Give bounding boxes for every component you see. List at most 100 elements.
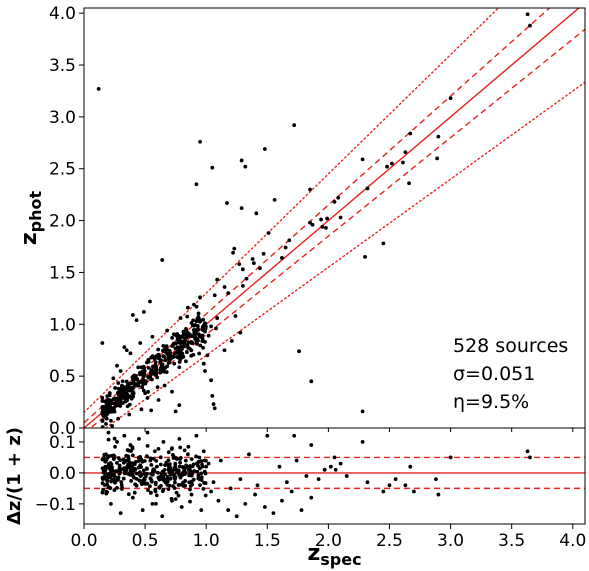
data-point	[177, 403, 182, 408]
residual-point	[168, 462, 172, 467]
annotation-source-count: 528 sources	[453, 335, 568, 357]
residual-point	[128, 467, 133, 472]
residual-point	[271, 511, 276, 516]
residual-point	[127, 462, 132, 467]
data-point	[525, 12, 530, 17]
y-label-sub: phot	[26, 191, 45, 233]
residual-point	[195, 469, 200, 474]
data-point	[170, 336, 174, 340]
residual-point	[243, 501, 248, 506]
residual-point	[202, 458, 207, 463]
residual-point	[118, 458, 123, 463]
data-point	[185, 345, 190, 350]
data-point	[173, 341, 178, 346]
residual-point	[170, 468, 175, 473]
residual-point	[247, 452, 251, 457]
residual-point	[177, 436, 182, 441]
residual-plot-frame	[83, 427, 586, 525]
data-point	[130, 393, 135, 397]
data-point	[115, 363, 119, 368]
residual-point	[106, 437, 111, 442]
residual-point	[304, 474, 309, 478]
data-point	[196, 311, 201, 316]
data-point	[183, 359, 188, 364]
residual-point	[403, 483, 408, 488]
data-point	[109, 408, 114, 413]
residual-point	[198, 483, 202, 487]
data-point	[381, 241, 386, 246]
x-tick-label: 0.0	[70, 531, 97, 551]
data-point	[193, 323, 198, 327]
residual-point	[199, 508, 204, 512]
residual-point	[121, 476, 126, 481]
residual-point	[195, 461, 200, 466]
data-point	[190, 341, 195, 345]
residual-point	[104, 477, 109, 482]
data-point	[124, 348, 129, 353]
data-point	[250, 257, 255, 261]
data-point	[173, 409, 178, 414]
residual-point	[152, 469, 157, 474]
residual-panel: −0.1 0.0 0.1 0.0 0.5 1.0 1.5 2.0 2.5 3.0 3.5 4.0 Δ…	[4, 427, 586, 569]
residual-point	[344, 474, 349, 478]
data-point	[258, 266, 262, 271]
residual-point	[178, 445, 183, 450]
residual-point	[153, 482, 158, 487]
data-point	[151, 355, 156, 360]
x-tick-label: 1.5	[254, 531, 281, 551]
residual-point	[167, 470, 172, 475]
data-point	[102, 413, 107, 418]
data-point	[141, 378, 146, 383]
data-point	[172, 351, 177, 356]
data-point	[96, 86, 101, 91]
data-point	[154, 365, 159, 369]
residual-point	[333, 467, 338, 472]
data-point	[193, 328, 197, 332]
reference-line-dashed-2	[89, 28, 585, 428]
residual-point	[100, 481, 105, 486]
data-point	[196, 328, 200, 332]
residual-point	[292, 433, 297, 438]
data-point	[129, 396, 134, 401]
data-point	[148, 299, 152, 304]
data-point	[100, 410, 105, 414]
residual-point	[176, 493, 181, 498]
data-point	[104, 402, 109, 407]
residual-point	[168, 476, 173, 481]
residual-point	[187, 473, 192, 478]
data-point	[239, 158, 244, 163]
data-point	[160, 258, 165, 262]
annotation-sigma: σ=0.051	[453, 363, 535, 385]
y-tick-label: 2.5	[49, 160, 76, 180]
data-point	[244, 276, 249, 281]
residual-point	[136, 455, 141, 460]
x-label-sub: spec	[320, 550, 361, 569]
residual-point	[108, 468, 113, 472]
residual-point	[381, 489, 386, 494]
residual-point	[186, 467, 191, 472]
data-point	[320, 224, 325, 229]
data-point	[159, 358, 163, 362]
data-point	[212, 293, 217, 298]
main-data-points	[96, 12, 532, 428]
data-point	[280, 256, 284, 260]
residual-point	[145, 454, 150, 459]
data-point	[149, 355, 154, 360]
residual-point	[105, 490, 110, 495]
residual-point	[157, 477, 162, 482]
residual-point	[105, 455, 110, 460]
residual-point	[137, 478, 142, 483]
residual-point	[152, 449, 157, 454]
data-point	[100, 341, 105, 345]
residual-point	[114, 469, 119, 473]
residual-point	[436, 492, 441, 497]
residual-point	[253, 492, 257, 497]
residual-point	[176, 483, 181, 487]
data-point	[174, 333, 179, 338]
data-point	[135, 382, 140, 387]
data-point	[176, 349, 180, 354]
residual-point	[365, 480, 370, 485]
data-point	[201, 345, 205, 350]
residual-point	[117, 466, 122, 470]
